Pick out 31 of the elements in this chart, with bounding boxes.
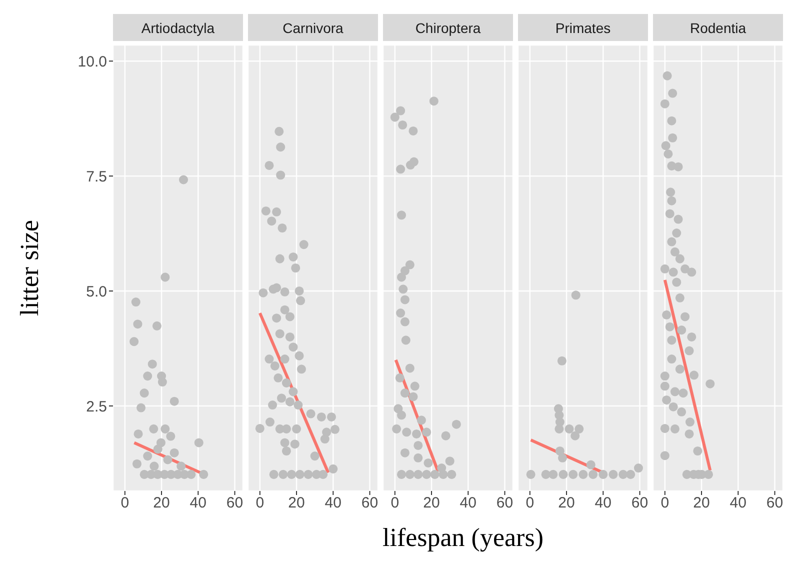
x-tick-label: 40 — [324, 494, 342, 512]
x-tick-label: 0 — [256, 494, 264, 512]
x-tick-label: 20 — [153, 494, 170, 512]
y-tick-label: 7.5 — [86, 168, 107, 186]
chart-title: Rodentia — [653, 14, 783, 41]
x-tick-label: 60 — [631, 494, 648, 512]
x-tick-label: 0 — [526, 494, 534, 512]
x-tick-label: 60 — [496, 494, 514, 512]
chart-title: Carnivora — [248, 14, 378, 41]
y-tick-label: 2.5 — [86, 398, 107, 416]
x-tick-label: 20 — [288, 494, 305, 512]
y-tick-label: 5.0 — [86, 283, 107, 300]
x-tick-label: 20 — [423, 494, 440, 512]
x-tick-label: 20 — [558, 494, 575, 512]
chart-title: Artiodactyla — [113, 14, 243, 41]
x-tick-label: 60 — [226, 494, 244, 512]
x-tick-label: 40 — [190, 494, 206, 512]
x-axis-title: lifespan (years) — [382, 523, 544, 553]
x-tick-label: 40 — [730, 494, 746, 512]
x-tick-label: 0 — [660, 494, 670, 512]
x-tick-label: 0 — [120, 494, 130, 512]
x-tick-label: 0 — [390, 494, 400, 512]
x-tick-label: 20 — [693, 494, 710, 512]
chart-title: Chiroptera — [383, 14, 513, 41]
chart-title: Primates — [518, 14, 648, 41]
x-tick-label: 60 — [361, 494, 378, 512]
y-tick-label: 10.0 — [78, 53, 107, 70]
x-tick-label: 60 — [766, 494, 784, 512]
x-tick-label: 40 — [460, 494, 476, 512]
x-tick-label: 40 — [594, 494, 612, 512]
y-axis-title: litter size — [15, 220, 45, 316]
